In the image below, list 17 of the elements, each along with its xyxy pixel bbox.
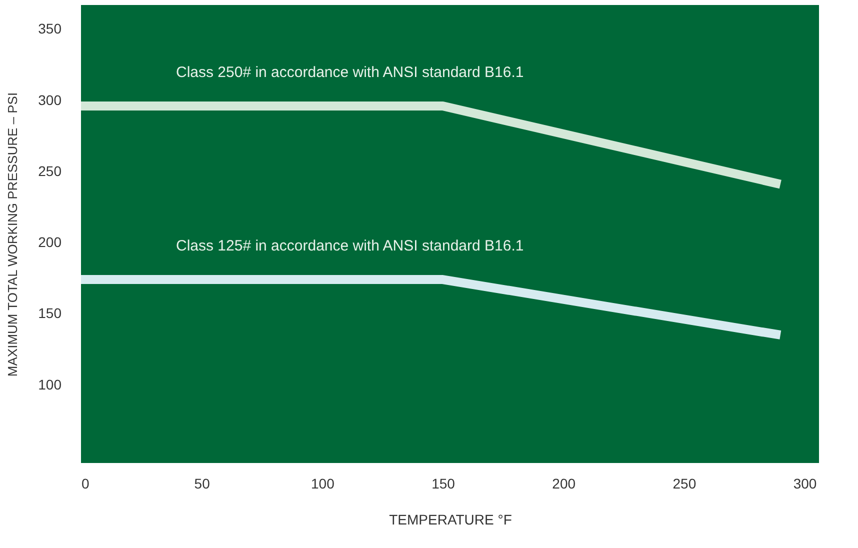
series-label: Class 125# in accordance with ANSI standard B16.1 <box>176 238 524 255</box>
x-tick-label: 0 <box>82 476 90 492</box>
y-tick-label: 250 <box>38 162 62 179</box>
x-axis-title: TEMPERATURE °F <box>389 512 512 528</box>
series-label: Class 250# in accordance with ANSI standard B16.1 <box>176 64 524 81</box>
y-tick-label: 300 <box>38 92 62 108</box>
y-tick-label: 150 <box>38 305 62 322</box>
y-tick-label: 200 <box>38 234 62 250</box>
y-tick-label: 350 <box>38 20 62 37</box>
y-tick-label: 100 <box>38 376 62 392</box>
x-tick-label: 50 <box>194 476 210 492</box>
y-axis-title: MAXIMUM TOTAL WORKING PRESSURE – PSI <box>5 92 20 377</box>
x-tick-label: 150 <box>432 476 456 492</box>
x-tick-label: 200 <box>552 476 576 492</box>
x-tick-label: 100 <box>310 476 335 492</box>
x-tick-label: 300 <box>793 476 817 492</box>
x-tick-label: 250 <box>672 476 696 492</box>
